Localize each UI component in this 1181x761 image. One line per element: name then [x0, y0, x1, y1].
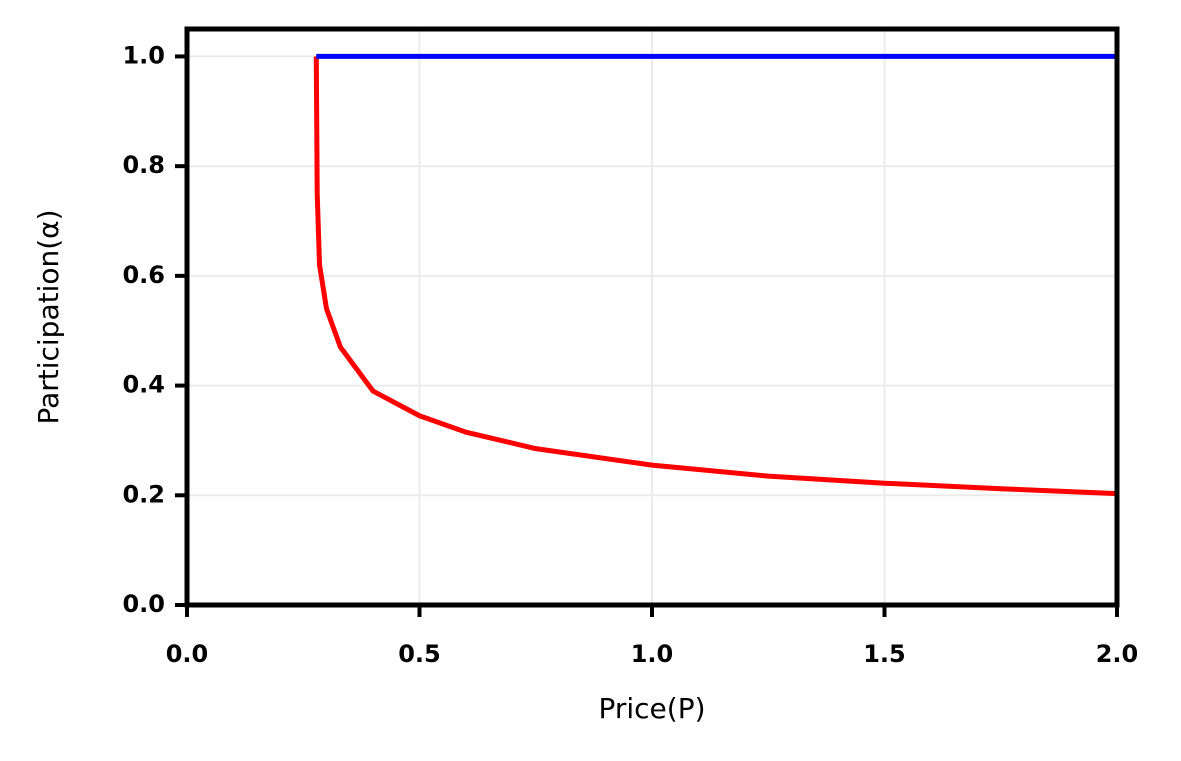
y-tick-label: 0.0 — [122, 590, 165, 618]
x-tick-label: 2.0 — [1096, 640, 1139, 668]
y-tick-label: 1.0 — [122, 41, 165, 69]
y-tick-label: 0.6 — [122, 261, 165, 289]
y-tick-label: 0.8 — [122, 151, 165, 179]
x-tick-label: 1.0 — [631, 640, 674, 668]
line — [313, 56, 1118, 497]
y-axis-label: Participation(α) — [32, 209, 65, 424]
plot-frame — [184, 26, 1120, 608]
x-tick-label: 1.5 — [863, 640, 906, 668]
y-tick-label: 0.2 — [122, 480, 165, 508]
x-axis-label: Price(P) — [598, 692, 705, 725]
y-tick-label: 0.4 — [122, 371, 165, 399]
x-tick-label: 0.5 — [398, 640, 441, 668]
x-tick-label: 0.0 — [166, 640, 209, 668]
